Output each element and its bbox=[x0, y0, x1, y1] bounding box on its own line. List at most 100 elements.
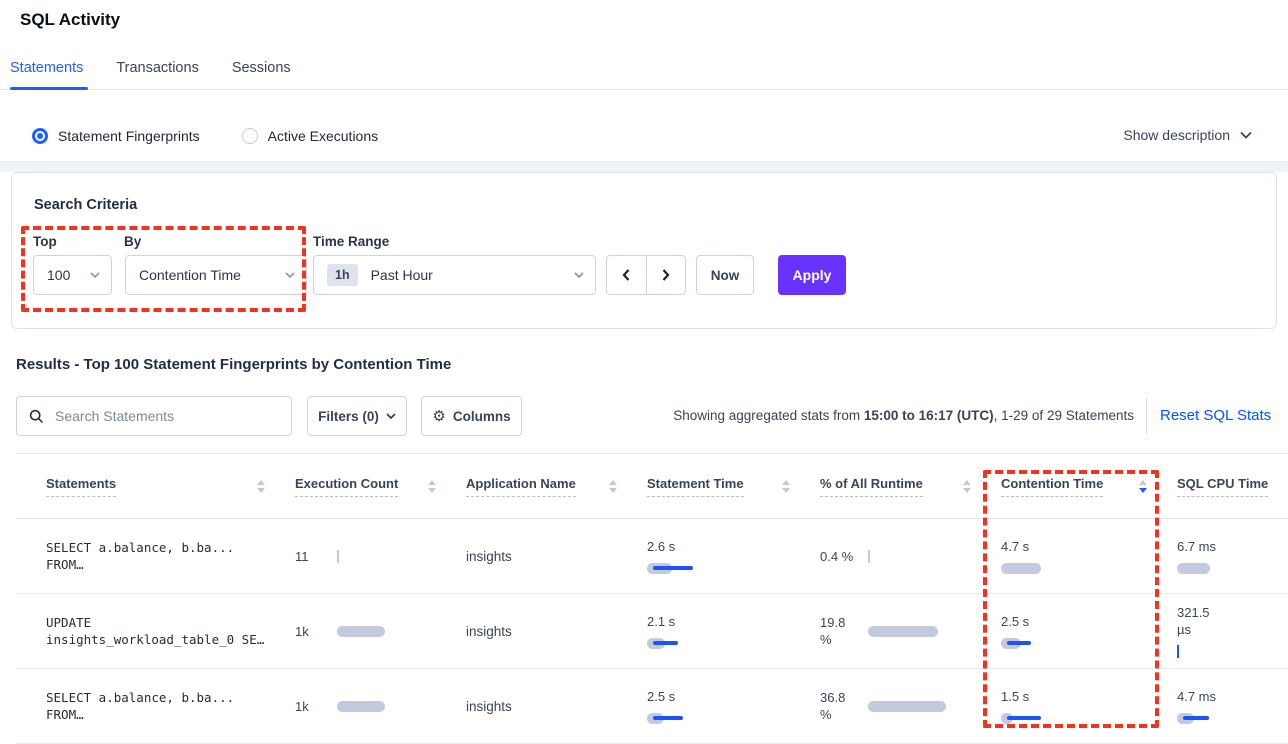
gear-icon: ⚙ bbox=[432, 406, 446, 425]
column-header-label: Statements bbox=[46, 476, 117, 497]
cell-application-name: insights bbox=[466, 548, 512, 564]
tab-sessions[interactable]: Sessions bbox=[231, 60, 291, 76]
value-bar bbox=[1001, 637, 1031, 650]
sort-icon[interactable] bbox=[428, 479, 436, 493]
time-range-select[interactable]: 1h Past Hour bbox=[313, 255, 596, 295]
search-statements-input[interactable] bbox=[53, 407, 291, 425]
metric-value: 4.7 s bbox=[1001, 538, 1030, 554]
value-bar bbox=[647, 637, 678, 650]
table-header-row: Statements Execution Count Application Nam… bbox=[16, 454, 1288, 519]
columns-button[interactable]: ⚙ Columns bbox=[421, 396, 522, 436]
chevron-down-icon bbox=[574, 272, 595, 278]
sort-icon[interactable] bbox=[782, 479, 790, 493]
stats-time-range: 15:00 to 16:17 (UTC) bbox=[863, 408, 994, 423]
metric-value: 2.5 s bbox=[1001, 613, 1030, 629]
statement-fingerprint-link[interactable]: SELECT a.balance, b.ba... FROM… bbox=[46, 539, 235, 573]
by-select[interactable]: Contention Time bbox=[125, 255, 307, 295]
value-bar bbox=[337, 700, 385, 713]
tab-bar: Statements Transactions Sessions bbox=[10, 60, 291, 76]
column-header-execution-count[interactable]: Execution Count bbox=[295, 476, 466, 497]
column-header-label: Statement Time bbox=[647, 476, 744, 497]
value-bar bbox=[1001, 562, 1041, 575]
cell-sql-cpu-time: 321.5 µs bbox=[1177, 594, 1288, 668]
value-bar bbox=[647, 712, 683, 725]
show-description-toggle[interactable]: Show description bbox=[1123, 127, 1252, 143]
cell-statement-time: 2.5 s bbox=[647, 669, 820, 743]
cell-application-name: insights bbox=[466, 698, 512, 714]
show-description-label: Show description bbox=[1123, 127, 1230, 143]
sort-icon[interactable] bbox=[963, 479, 971, 493]
column-header-application-name[interactable]: Application Name bbox=[466, 476, 647, 497]
metric-value: 2.1 s bbox=[647, 613, 676, 629]
value-bar bbox=[1001, 712, 1041, 725]
cell-sql-cpu-time: 6.7 ms bbox=[1177, 519, 1288, 593]
reset-sql-stats-link[interactable]: Reset SQL Stats bbox=[1160, 407, 1272, 424]
metric-value: 1k bbox=[295, 623, 309, 639]
metric-value: 0.4 % bbox=[820, 548, 854, 564]
column-header-statements[interactable]: Statements bbox=[16, 476, 295, 497]
chevron-down-icon bbox=[285, 272, 306, 278]
sort-icon[interactable] bbox=[257, 479, 265, 493]
statement-fingerprint-link[interactable]: SELECT a.balance, b.ba... FROM… bbox=[46, 689, 235, 723]
metric-value: 2.6 s bbox=[647, 538, 676, 554]
next-time-button[interactable] bbox=[647, 256, 686, 294]
table-row[interactable]: SELECT a.balance, b.ba... FROM… 1k insights… bbox=[16, 669, 1288, 744]
column-header-statement-time[interactable]: Statement Time bbox=[647, 476, 820, 497]
column-header-label: % of All Runtime bbox=[820, 476, 923, 497]
table-row[interactable]: UPDATE insights_workload_table_0 SE… 1k ins… bbox=[16, 594, 1288, 669]
column-header-label: Execution Count bbox=[295, 476, 399, 497]
chevron-down-icon bbox=[90, 272, 111, 278]
statement-fingerprint-link[interactable]: UPDATE insights_workload_table_0 SE… bbox=[46, 614, 265, 648]
cell-contention-time: 1.5 s bbox=[1001, 669, 1177, 743]
cell-statement-time: 2.1 s bbox=[647, 594, 820, 668]
time-range-badge: 1h bbox=[327, 264, 358, 286]
search-criteria-card: Search Criteria Top 100 By Contention Ti… bbox=[11, 172, 1277, 329]
previous-time-button[interactable] bbox=[607, 256, 647, 294]
value-bar bbox=[868, 549, 870, 563]
table-row[interactable]: SELECT a.balance, b.ba... FROM… 11 insights… bbox=[16, 519, 1288, 594]
by-select-value: Contention Time bbox=[139, 267, 241, 283]
filters-label: Filters (0) bbox=[318, 408, 379, 424]
metric-value: 11 bbox=[295, 548, 309, 564]
radio-statement-fingerprints[interactable]: Statement Fingerprints bbox=[32, 127, 200, 144]
table-body: SELECT a.balance, b.ba... FROM… 11 insights… bbox=[16, 519, 1288, 744]
cell-statement-time: 2.6 s bbox=[647, 519, 820, 593]
by-label: By bbox=[124, 234, 142, 249]
metric-value: 1.5 s bbox=[1001, 688, 1030, 704]
column-header-label: Application Name bbox=[466, 476, 576, 497]
cell-pct-of-all-runtime: 0.4 % bbox=[820, 519, 1001, 593]
value-bar bbox=[647, 562, 693, 575]
tab-statements[interactable]: Statements bbox=[10, 60, 84, 76]
chevron-down-icon bbox=[1240, 131, 1252, 139]
time-range-label: Time Range bbox=[313, 234, 390, 249]
chevron-left-icon bbox=[622, 269, 630, 281]
tab-transactions[interactable]: Transactions bbox=[116, 60, 199, 76]
radio-active-executions[interactable]: Active Executions bbox=[241, 127, 379, 144]
apply-button[interactable]: Apply bbox=[778, 255, 846, 295]
radio-label: Statement Fingerprints bbox=[58, 127, 200, 144]
radio-label: Active Executions bbox=[267, 127, 379, 144]
top-select[interactable]: 100 bbox=[33, 255, 112, 295]
column-header-label: Contention Time bbox=[1001, 476, 1104, 497]
column-header-sql-cpu-time[interactable]: SQL CPU Time bbox=[1177, 476, 1288, 497]
value-bar bbox=[868, 700, 946, 713]
vertical-divider bbox=[1146, 398, 1147, 434]
metric-value: 19.8 % bbox=[820, 615, 846, 647]
now-button[interactable]: Now bbox=[696, 255, 754, 295]
value-bar bbox=[1177, 645, 1225, 658]
value-bar bbox=[1177, 712, 1216, 725]
search-statements-box bbox=[16, 396, 292, 436]
chevron-right-icon bbox=[662, 269, 670, 281]
metric-value: 2.5 s bbox=[647, 688, 676, 704]
cell-sql-cpu-time: 4.7 ms bbox=[1177, 669, 1288, 743]
tab-divider bbox=[0, 89, 1288, 90]
column-header-of-all-runtime[interactable]: % of All Runtime bbox=[820, 476, 1001, 497]
cell-execution-count: 1k bbox=[295, 669, 466, 743]
sort-icon[interactable] bbox=[609, 479, 617, 493]
cell-pct-of-all-runtime: 36.8 % bbox=[820, 669, 1001, 743]
filters-button[interactable]: Filters (0) bbox=[307, 396, 407, 436]
cell-contention-time: 4.7 s bbox=[1001, 519, 1177, 593]
sort-desc-active-icon[interactable] bbox=[1139, 479, 1147, 493]
column-header-contention-time[interactable]: Contention Time bbox=[1001, 476, 1177, 497]
